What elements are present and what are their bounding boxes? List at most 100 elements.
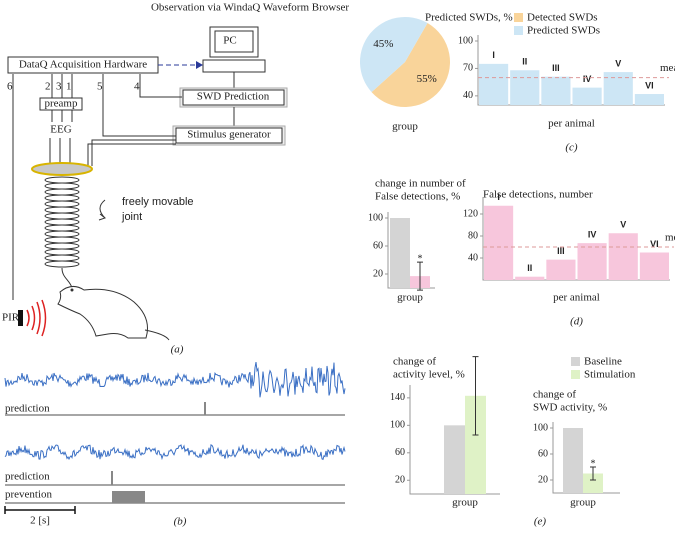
y-tick-label: 20 — [373, 268, 383, 279]
coil — [44, 194, 80, 202]
legend-label: Predicted SWDs — [527, 25, 600, 37]
annotation: * — [591, 458, 596, 469]
stim-label: Stimulus generator — [187, 129, 271, 141]
diagram-title: Observation via WindaQ Waveform Browser — [151, 2, 349, 14]
legend-label: Stimulation — [584, 369, 636, 381]
rotate-arrow — [98, 199, 107, 221]
eeg-trace — [4, 362, 346, 398]
coil — [44, 206, 80, 214]
channel: 5 — [97, 81, 103, 93]
chart-title: False detections, % — [375, 191, 460, 203]
y-tick-label: 60 — [395, 447, 405, 458]
category-label: V — [615, 58, 621, 68]
coil — [44, 218, 80, 226]
channel: 3 — [56, 81, 62, 93]
bar — [510, 70, 540, 105]
category-label: I — [492, 50, 495, 60]
prediction-spike — [204, 402, 206, 415]
x-axis-label: per animal — [553, 292, 600, 304]
y-tick-label: 100 — [458, 35, 473, 46]
coil — [44, 242, 80, 250]
category-label: III — [557, 246, 565, 256]
mean-label: mean — [660, 62, 675, 74]
pie-slice — [360, 16, 428, 93]
bar — [634, 94, 664, 105]
y-tick-label: 80 — [468, 230, 478, 241]
arrow-head — [196, 61, 203, 69]
bar — [639, 252, 669, 280]
panel-label: (b) — [174, 516, 187, 528]
x-tick-label: group — [397, 292, 423, 304]
x-axis-label: group — [392, 121, 418, 133]
error-bar — [417, 261, 423, 291]
bar — [444, 425, 465, 494]
channel: 6 — [7, 81, 13, 93]
bar — [583, 473, 603, 493]
slice-label: 55% — [417, 73, 437, 85]
chart-title: False detections, number — [483, 189, 593, 201]
chart-title: change in number of — [375, 178, 466, 190]
eeg-trace — [4, 443, 346, 461]
chart-title: change of — [533, 389, 576, 401]
scale-bar — [4, 506, 76, 514]
legend-swatch — [514, 13, 523, 22]
joint-label: freely movable — [122, 196, 194, 208]
x-tick-label: group — [452, 497, 478, 509]
chart-title: change of — [393, 356, 436, 368]
pir-sensor — [18, 310, 23, 326]
category-label: III — [552, 63, 560, 73]
y-tick-label: 100 — [533, 422, 548, 433]
joint-label: joint — [121, 211, 142, 223]
spring — [44, 176, 80, 268]
legend-label: Baseline — [584, 356, 622, 368]
eeg-label: EEG — [50, 124, 71, 136]
channel: 1 — [66, 81, 72, 93]
trace-label: prediction — [5, 403, 50, 415]
y-tick-label: 20 — [538, 474, 548, 485]
event-lines — [5, 414, 345, 504]
preamp-label: preamp — [45, 98, 78, 110]
panel-label: (d) — [570, 316, 583, 328]
bar — [572, 87, 602, 105]
mean-label: mean — [665, 232, 675, 244]
bar — [546, 259, 576, 280]
bar — [465, 395, 486, 494]
bar — [390, 218, 410, 288]
legend-swatch — [571, 370, 580, 379]
x-tick-label: group — [570, 497, 596, 509]
y-tick-label: 60 — [538, 448, 548, 459]
bar — [577, 243, 607, 280]
bar — [603, 72, 633, 105]
coil — [44, 254, 80, 262]
category-label: IV — [588, 230, 597, 240]
legend-swatch — [514, 26, 523, 35]
preamp-box — [39, 97, 83, 111]
coil — [44, 260, 80, 268]
chart-title: activity level, % — [393, 369, 465, 381]
bar — [541, 76, 571, 105]
coil — [44, 248, 80, 256]
bar — [479, 63, 509, 105]
cable — [61, 267, 73, 289]
panel-label: (a) — [171, 344, 184, 356]
bar — [563, 428, 583, 493]
rat-eye — [70, 288, 74, 292]
coil — [44, 176, 80, 184]
category-label: V — [620, 220, 626, 230]
prediction-spike — [111, 471, 113, 485]
panel-label: (c) — [565, 142, 578, 154]
axis — [482, 197, 670, 281]
pc-screen — [214, 30, 254, 53]
slice-label: 45% — [373, 38, 393, 50]
pir-waves — [26, 299, 47, 337]
error-bar — [590, 466, 596, 481]
category-label: IV — [583, 74, 592, 84]
category-label: VI — [650, 239, 659, 249]
y-tick-label: 60 — [373, 240, 383, 251]
pc-unit — [202, 59, 266, 73]
trace-label: prevention — [5, 489, 53, 501]
y-tick-label: 120 — [463, 208, 478, 219]
annotation: * — [418, 253, 423, 264]
x-axis-label: per animal — [548, 118, 595, 130]
